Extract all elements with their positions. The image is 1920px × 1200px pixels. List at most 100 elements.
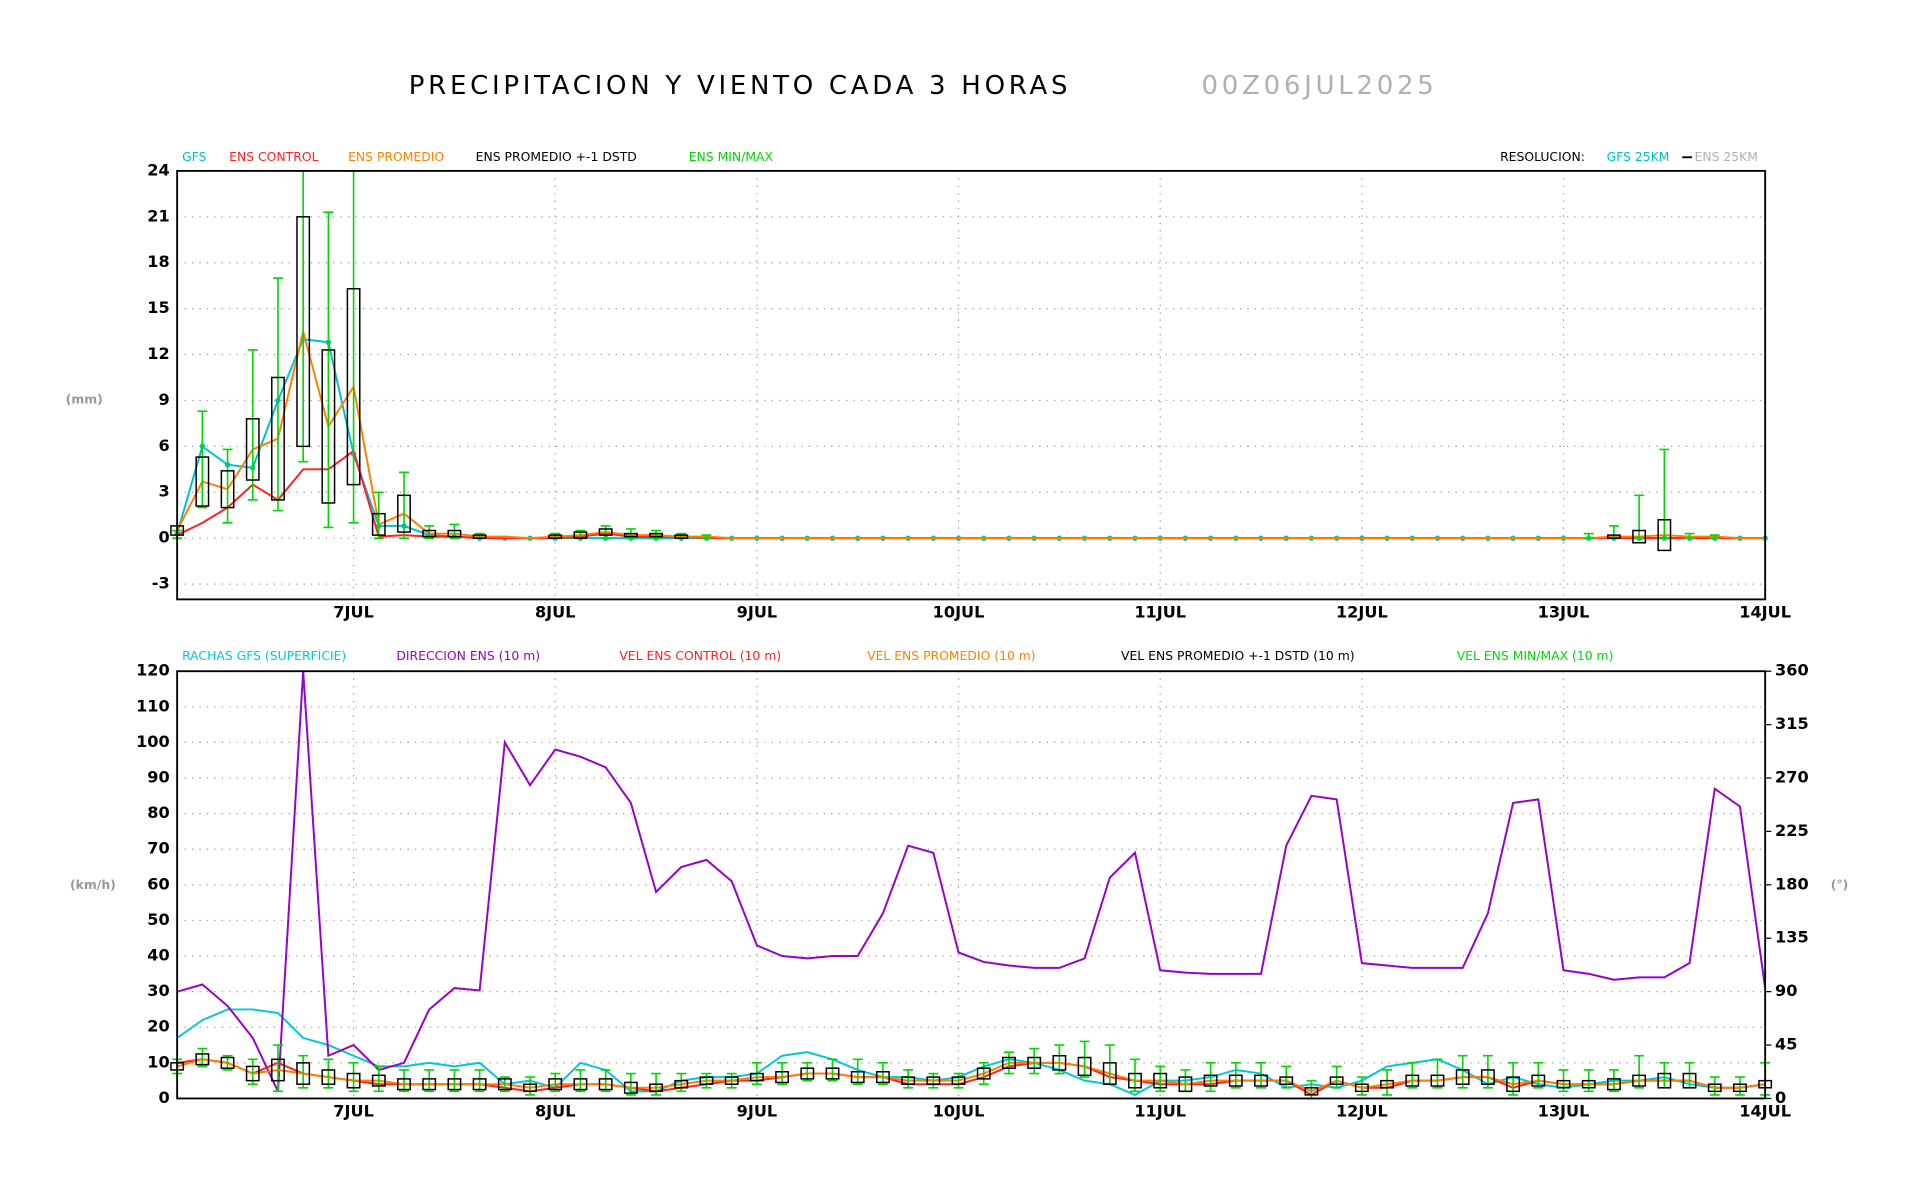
y2-tick-label: 135 — [1775, 928, 1809, 947]
std-box — [649, 532, 664, 538]
min-max-whisker — [298, 170, 309, 463]
std-box — [623, 532, 638, 538]
std-box — [1682, 1072, 1697, 1089]
min-max-whisker — [978, 1062, 989, 1086]
min-max-whisker — [273, 1044, 283, 1093]
legend-entry: ENS MIN/MAX — [689, 150, 774, 164]
std-box — [1228, 1074, 1243, 1087]
min-max-whisker — [449, 1069, 460, 1093]
y-tick-label: 6 — [158, 436, 169, 455]
std-box — [397, 1078, 411, 1091]
std-box — [422, 529, 437, 538]
y-tick-label: 3 — [158, 482, 169, 501]
std-box — [1632, 1074, 1647, 1087]
min-max-whisker — [1029, 1047, 1040, 1075]
legend-entry: ENS CONTROL — [229, 150, 318, 164]
std-box — [1606, 534, 1621, 539]
std-box — [195, 1053, 210, 1066]
std-box — [548, 1078, 563, 1091]
std-box — [497, 1078, 512, 1091]
min-max-whisker — [1432, 1058, 1443, 1089]
std-box — [775, 1071, 790, 1084]
std-box — [548, 534, 563, 539]
y2-tick-label: 180 — [1775, 874, 1809, 893]
std-box — [573, 1078, 588, 1091]
min-max-whisker — [348, 1062, 359, 1093]
y2-tick-label: 225 — [1775, 821, 1809, 840]
legend-entry: VEL ENS MIN/MAX (10 m) — [1457, 649, 1614, 663]
x-tick-label: 12JUL — [1336, 1102, 1388, 1121]
y2-axis-label: (°) — [1831, 878, 1849, 892]
min-max-whisker — [1457, 1054, 1468, 1089]
x-tick-label: 13JUL — [1538, 603, 1590, 622]
legend-entry: ENS PROMEDIO +-1 DSTD — [476, 150, 637, 164]
min-max-whisker — [449, 523, 460, 539]
std-box — [623, 1081, 638, 1094]
std-box — [1052, 1054, 1067, 1071]
std-box — [926, 1076, 941, 1085]
x-tick-label: 11JUL — [1134, 603, 1186, 622]
std-box — [875, 1071, 890, 1084]
plots: -3 0 3 6 9 12 15 18 21 24 7JUL 8JUL 9JUL 10JUL 11JUL 12… — [136, 150, 1809, 1121]
x-tick-label: 10JUL — [933, 1102, 985, 1121]
min-max-whisker — [1583, 532, 1594, 539]
min-max-whisker — [373, 1065, 384, 1093]
y-tick-label: 50 — [147, 910, 169, 929]
std-box — [220, 1056, 235, 1069]
std-box — [1304, 1087, 1319, 1096]
std-box — [1632, 529, 1647, 544]
min-max-whisker — [399, 1069, 409, 1093]
std-box — [321, 349, 336, 504]
y2-tick-label: 90 — [1775, 981, 1797, 1000]
std-box — [346, 1072, 361, 1089]
x-tick-label: 10JUL — [933, 603, 985, 622]
std-box — [1581, 1079, 1596, 1089]
std-box — [472, 534, 487, 539]
x-tick-label: 7JUL — [333, 603, 374, 622]
legend-entry: VEL ENS PROMEDIO (10 m) — [867, 649, 1036, 663]
min-max-whisker — [1734, 1076, 1745, 1096]
run-date: 00Z06JUL2025 — [1202, 71, 1438, 101]
min-max-whisker — [726, 1072, 737, 1089]
min-max-whisker — [1709, 534, 1720, 539]
legend-entry: GFS — [182, 150, 206, 164]
std-box — [901, 1076, 916, 1085]
resolution-label: RESOLUCION: — [1500, 150, 1585, 164]
std-box — [1002, 1056, 1016, 1069]
min-max-whisker — [1079, 1040, 1090, 1078]
y-tick-label: 40 — [147, 946, 169, 965]
min-max-whisker — [323, 1058, 334, 1089]
std-box — [1254, 1074, 1268, 1087]
y-tick-label: 9 — [158, 390, 169, 409]
x-tick-label: 14JUL — [1739, 603, 1791, 622]
min-max-whisker — [525, 1076, 535, 1096]
std-box — [245, 418, 260, 481]
min-max-whisker — [1054, 1044, 1065, 1075]
plot-frame — [176, 670, 1767, 1100]
y-tick-label: 100 — [136, 732, 170, 751]
std-box — [749, 1072, 764, 1082]
min-max-whisker — [1004, 1051, 1014, 1075]
std-box — [674, 534, 689, 539]
std-box — [1506, 1076, 1521, 1093]
legend-entry: VEL ENS CONTROL (10 m) — [619, 649, 781, 663]
y-tick-label: 15 — [147, 298, 169, 317]
std-box — [447, 529, 462, 538]
std-box — [296, 1062, 311, 1085]
x-tick-label: 9JUL — [737, 603, 778, 622]
min-max-whisker — [575, 1069, 586, 1093]
std-box — [800, 1067, 815, 1080]
series-line — [176, 331, 1766, 540]
y-tick-label: 80 — [147, 803, 169, 822]
std-box — [195, 456, 210, 507]
min-max-whisker — [877, 1062, 888, 1086]
std-box — [1102, 1062, 1117, 1085]
min-max-whisker — [197, 410, 208, 509]
min-max-whisker — [1659, 1062, 1670, 1089]
series-line — [176, 449, 1766, 540]
series-line — [176, 338, 1766, 540]
series-line — [176, 1058, 1766, 1093]
std-box — [1707, 1083, 1722, 1093]
y2-tick-label: 0 — [1775, 1088, 1786, 1107]
std-box — [699, 1076, 714, 1085]
